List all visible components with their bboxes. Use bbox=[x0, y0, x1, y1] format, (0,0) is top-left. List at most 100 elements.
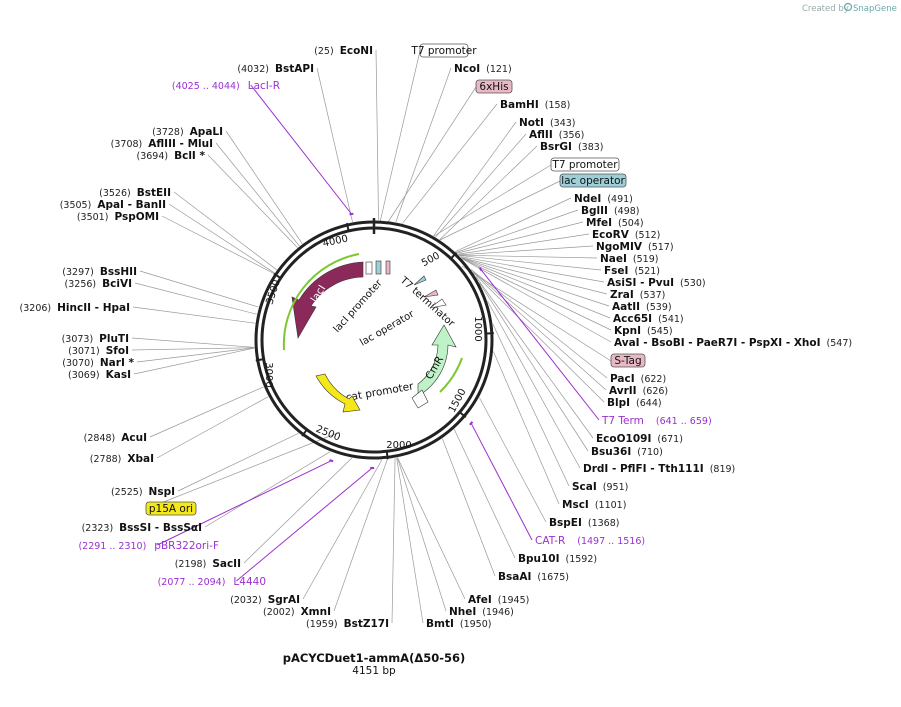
feature-box-t7-promoter[interactable]: T7 promoter bbox=[410, 43, 477, 58]
site-noti[interactable]: NotI (343) bbox=[519, 117, 575, 129]
s-tag-feature[interactable] bbox=[423, 289, 439, 298]
site-ndei[interactable]: NdeI (491) bbox=[574, 193, 633, 205]
feature-box-p15a-ori[interactable]: p15A ori bbox=[145, 501, 197, 516]
cat-promoter-feature[interactable] bbox=[411, 389, 429, 409]
site-sgrai[interactable]: SgrAI (2032) bbox=[230, 594, 300, 606]
site-bspei[interactable]: BspEI (1368) bbox=[549, 517, 619, 529]
site-bpu10i[interactable]: Bpu10I (1592) bbox=[518, 553, 597, 565]
feature-box-s-tag[interactable]: S-Tag bbox=[610, 353, 646, 368]
site-bstz17i[interactable]: BstZ17I (1959) bbox=[306, 618, 389, 630]
site-bcivi[interactable]: BciVI (3256) bbox=[65, 278, 132, 290]
t7-promoter-feature[interactable] bbox=[413, 275, 427, 286]
p15a-ori-feature-arrow[interactable] bbox=[315, 373, 361, 413]
scale-tick bbox=[345, 222, 350, 232]
site-blpi[interactable]: BlpI (644) bbox=[607, 397, 662, 409]
site-sfoi[interactable]: SfoI (3071) bbox=[68, 345, 129, 357]
site-position: (530) bbox=[680, 278, 706, 289]
site-mfei[interactable]: MfeI (504) bbox=[586, 217, 644, 229]
feature-box-t7-promoter[interactable]: T7 promoter bbox=[550, 157, 620, 172]
site-bcli[interactable]: BclI * (3694) bbox=[137, 150, 206, 162]
site-afliii[interactable]: AflIII - MluI (3708) bbox=[111, 138, 213, 150]
scale-tick bbox=[385, 451, 389, 460]
site-position: (3256) bbox=[65, 279, 97, 290]
site-position: (2848) bbox=[84, 433, 116, 444]
site-pluti[interactable]: PluTI (3073) bbox=[62, 333, 129, 345]
primer-l4440[interactable]: L4440 (2077 .. 2094) bbox=[158, 576, 266, 588]
laci-promoter-feature[interactable] bbox=[365, 261, 373, 275]
site-ecorv[interactable]: EcoRV (512) bbox=[592, 229, 660, 241]
site-sacii[interactable]: SacII (2198) bbox=[175, 558, 241, 570]
site-name: PspOMI bbox=[114, 211, 159, 223]
site-bsshii[interactable]: BssHII (3297) bbox=[62, 266, 137, 278]
site-kasi[interactable]: KasI (3069) bbox=[68, 369, 131, 381]
site-name: AvaI - BsoBI - PaeR7I - PspXI - XhoI bbox=[614, 337, 821, 349]
site-apai[interactable]: ApaI - BanII (3505) bbox=[60, 199, 166, 211]
site-avai[interactable]: AvaI - BsoBI - PaeR7I - PspXI - XhoI (547… bbox=[614, 337, 852, 349]
site-name: BlpI bbox=[607, 397, 630, 409]
site-bsu36i[interactable]: Bsu36I (710) bbox=[591, 446, 663, 458]
site-zrai[interactable]: ZraI (537) bbox=[610, 289, 665, 301]
site-name: BamHI bbox=[500, 99, 539, 111]
site-name: ApaLI bbox=[190, 126, 223, 138]
site-econi[interactable]: EcoNI (25) bbox=[314, 45, 373, 57]
site-nspi[interactable]: NspI (2525) bbox=[111, 486, 175, 498]
site-naei[interactable]: NaeI (519) bbox=[600, 253, 658, 265]
site-xbai[interactable]: XbaI (2788) bbox=[90, 453, 154, 465]
site-aatii[interactable]: AatII (539) bbox=[612, 301, 672, 313]
site-position: (3071) bbox=[68, 346, 100, 357]
scale-tick bbox=[273, 272, 282, 279]
site-leader-line bbox=[470, 269, 608, 379]
site-acc65i[interactable]: Acc65I (541) bbox=[613, 313, 684, 325]
site-nhei[interactable]: NheI (1946) bbox=[449, 606, 514, 618]
lac-operator-feature[interactable] bbox=[375, 260, 382, 275]
feature-box-lac-operator[interactable]: lac operator bbox=[559, 173, 627, 188]
site-name: KpnI bbox=[614, 325, 641, 337]
site-hincii[interactable]: HincII - HpaI (3206) bbox=[20, 302, 130, 314]
site-avrii[interactable]: AvrII (626) bbox=[609, 385, 668, 397]
site-leader-line bbox=[131, 347, 255, 351]
site-bstapi[interactable]: BstAPI (4032) bbox=[237, 63, 314, 75]
feature-box-6xhis[interactable]: 6xHis bbox=[475, 79, 513, 94]
site-drdi[interactable]: DrdI - PflFI - Tth111I (819) bbox=[583, 463, 735, 475]
site-name: Acc65I bbox=[613, 313, 652, 325]
cmr-green-track bbox=[439, 357, 463, 393]
t7-terminator-feature[interactable] bbox=[429, 298, 447, 309]
site-position: (644) bbox=[636, 398, 662, 409]
site-aflii[interactable]: AflII (356) bbox=[529, 129, 584, 141]
site-ncoi[interactable]: NcoI (121) bbox=[454, 63, 512, 75]
site-bsaai[interactable]: BsaAI (1675) bbox=[498, 571, 569, 583]
primer-lacir[interactable]: LacI-R (4025 .. 4044) bbox=[172, 80, 280, 92]
site-xmni[interactable]: XmnI (2002) bbox=[263, 606, 331, 618]
site-asisi[interactable]: AsiSI - PvuI (530) bbox=[607, 277, 706, 289]
site-nari[interactable]: NarI * (3070) bbox=[62, 357, 134, 369]
site-bsrgi[interactable]: BsrGI (383) bbox=[540, 141, 604, 153]
site-position: (1946) bbox=[482, 607, 514, 618]
primer-catr[interactable]: CAT-R (1497 .. 1516) bbox=[535, 535, 645, 547]
site-name: XbaI bbox=[127, 453, 154, 465]
site-scai[interactable]: ScaI (951) bbox=[572, 481, 628, 493]
plasmid-size: 4151 bp bbox=[352, 665, 396, 677]
site-bamhi[interactable]: BamHI (158) bbox=[500, 99, 570, 111]
tag-feature[interactable] bbox=[385, 260, 391, 275]
cmr-feature-arrow[interactable] bbox=[417, 324, 457, 397]
site-bsteii[interactable]: BstEII (3526) bbox=[99, 187, 171, 199]
site-paci[interactable]: PacI (622) bbox=[610, 373, 666, 385]
site-kpni[interactable]: KpnI (545) bbox=[614, 325, 673, 337]
site-leader-line bbox=[456, 209, 579, 253]
site-name: SfoI bbox=[106, 345, 129, 357]
site-pspomi[interactable]: PspOMI (3501) bbox=[77, 211, 159, 223]
site-ngomiv[interactable]: NgoMIV (517) bbox=[596, 241, 674, 253]
site-apali[interactable]: ApaLI (3728) bbox=[152, 126, 223, 138]
laci-feature-arrow[interactable] bbox=[291, 261, 364, 339]
site-afei[interactable]: AfeI (1945) bbox=[468, 594, 529, 606]
site-bglii[interactable]: BglII (498) bbox=[581, 205, 639, 217]
site-bsssi[interactable]: BssSI - BssSαI (2323) bbox=[82, 522, 202, 534]
site-fsei[interactable]: FseI (521) bbox=[604, 265, 660, 277]
site-acui[interactable]: AcuI (2848) bbox=[84, 432, 147, 444]
site-bmti[interactable]: BmtI (1950) bbox=[426, 618, 491, 630]
primer-pbr322orif[interactable]: pBR322ori-F (2291 .. 2310) bbox=[78, 540, 219, 552]
primer-t7term[interactable]: T7 Term (641 .. 659) bbox=[601, 415, 712, 427]
site-msci[interactable]: MscI (1101) bbox=[562, 499, 626, 511]
site-ecoo109i[interactable]: EcoO109I (671) bbox=[596, 433, 683, 445]
